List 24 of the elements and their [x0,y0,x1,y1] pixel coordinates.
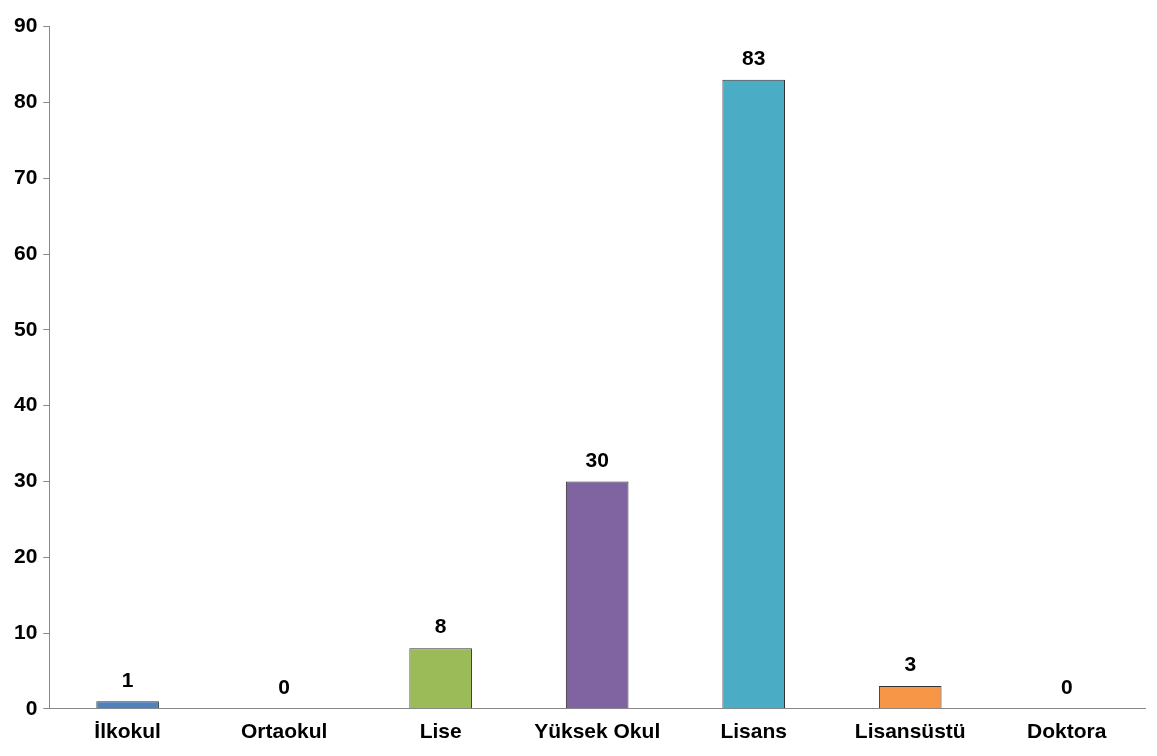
data-label: 83 [742,45,766,69]
x-tick-label: Yüksek Okul [534,719,661,743]
y-tick-label: 10 [14,619,38,643]
data-label: 0 [278,675,290,699]
data-label: 1 [121,667,134,691]
y-tick-label: 70 [14,165,38,188]
y-tick-label: 90 [14,13,38,37]
y-tick-label: 30 [14,468,38,492]
data-label: 3 [904,652,917,676]
y-tick-label: 0 [25,695,38,719]
data-label: 8 [434,614,447,638]
x-tick-label: Lisans [720,719,787,743]
x-tick-label: Lisansüstü [854,719,966,743]
x-tick-label: Ortaokul [240,719,328,743]
x-tick-label: İlkokul [94,719,161,743]
y-tick-label: 40 [14,392,38,416]
y-tick-label: 60 [14,240,38,264]
x-tick-label: Doktora [1027,719,1107,743]
y-tick-label: 20 [14,544,38,567]
y-tick-label: 50 [14,316,38,340]
x-tick-label: Lise [419,719,462,743]
data-label: 30 [585,447,609,471]
y-tick-label: 80 [14,89,38,113]
data-label: 0 [1060,675,1073,699]
